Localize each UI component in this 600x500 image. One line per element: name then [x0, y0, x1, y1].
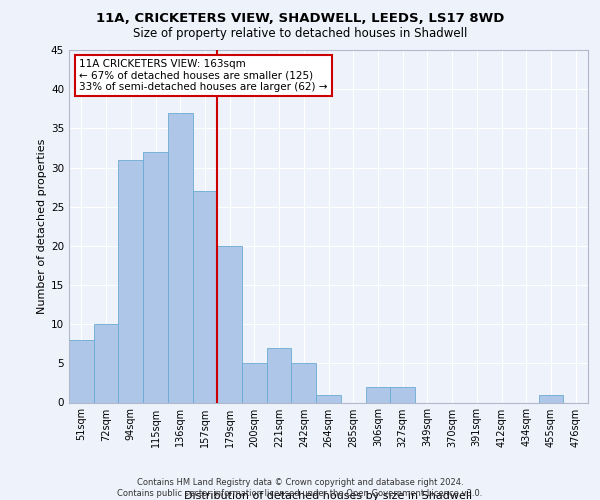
Text: 11A, CRICKETERS VIEW, SHADWELL, LEEDS, LS17 8WD: 11A, CRICKETERS VIEW, SHADWELL, LEEDS, L…	[96, 12, 504, 26]
Bar	[69, 340, 94, 402]
Bar	[168, 112, 193, 403]
Bar	[539, 394, 563, 402]
Bar	[118, 160, 143, 402]
Bar	[193, 191, 217, 402]
Text: Size of property relative to detached houses in Shadwell: Size of property relative to detached ho…	[133, 28, 467, 40]
Bar	[267, 348, 292, 403]
Bar	[365, 387, 390, 402]
Bar	[217, 246, 242, 402]
Bar	[292, 364, 316, 403]
Bar	[316, 394, 341, 402]
Text: 11A CRICKETERS VIEW: 163sqm
← 67% of detached houses are smaller (125)
33% of se: 11A CRICKETERS VIEW: 163sqm ← 67% of det…	[79, 59, 328, 92]
Text: Contains HM Land Registry data © Crown copyright and database right 2024.
Contai: Contains HM Land Registry data © Crown c…	[118, 478, 482, 498]
Bar	[143, 152, 168, 403]
Y-axis label: Number of detached properties: Number of detached properties	[37, 138, 47, 314]
X-axis label: Distribution of detached houses by size in Shadwell: Distribution of detached houses by size …	[184, 491, 473, 500]
Bar	[390, 387, 415, 402]
Bar	[94, 324, 118, 402]
Bar	[242, 364, 267, 403]
